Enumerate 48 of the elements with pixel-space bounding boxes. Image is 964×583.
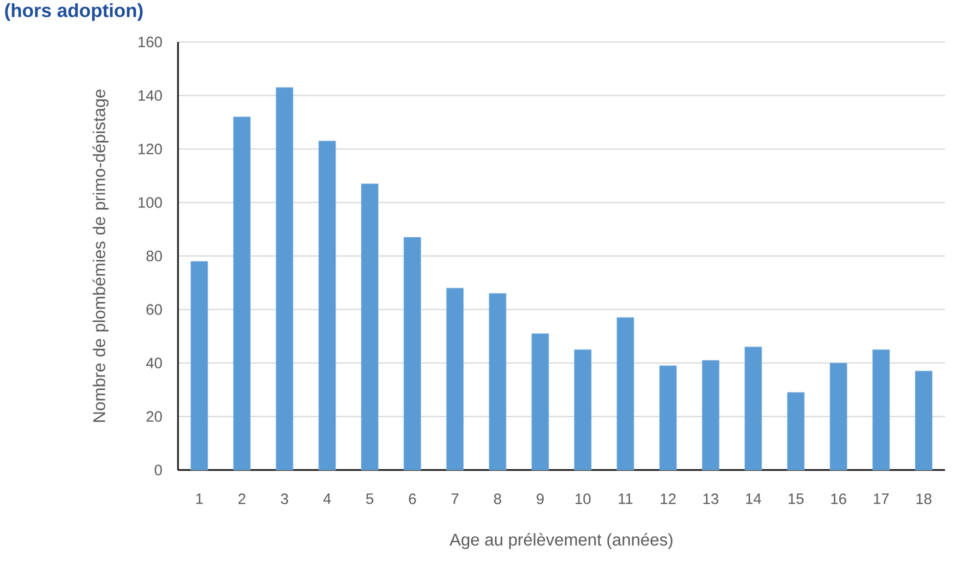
y-tick-label: 40 <box>146 358 162 368</box>
y-tick-label: 100 <box>138 197 162 208</box>
x-tick-label: 1 <box>196 494 203 504</box>
x-tick-label: 12 <box>660 494 676 504</box>
y-tick-label: 0 <box>154 464 162 476</box>
y-tick-label: 120 <box>138 144 162 154</box>
y-tick-label: 60 <box>146 304 162 315</box>
x-tick-label: 14 <box>746 494 762 504</box>
bar <box>318 140 336 470</box>
x-tick-label: 15 <box>788 494 804 504</box>
bar <box>787 392 805 470</box>
x-tick-label: 8 <box>494 494 502 504</box>
x-tick-label: 3 <box>280 494 288 504</box>
x-axis-title: Age au prélèvement (années) <box>450 533 672 550</box>
x-tick-label: 13 <box>703 494 718 504</box>
y-tick-label: 80 <box>146 250 162 262</box>
y-axis-title: Nombre de plombémies de primo-dépistage <box>92 90 109 422</box>
bar <box>702 360 720 470</box>
bar <box>404 237 422 470</box>
bar <box>872 349 890 470</box>
bar <box>616 317 634 470</box>
x-tick-label: 18 <box>916 494 932 504</box>
x-tick-label: 17 <box>874 494 889 504</box>
bar <box>488 293 506 470</box>
x-tick-label: 6 <box>408 494 416 504</box>
x-tick-label: 16 <box>831 494 846 504</box>
bar <box>914 370 932 470</box>
bar <box>744 346 762 470</box>
y-tick-label: 160 <box>138 36 162 48</box>
bar <box>276 87 294 470</box>
bar <box>830 362 848 470</box>
x-tick-label: 5 <box>366 494 374 504</box>
x-tick-label: 9 <box>536 494 544 504</box>
bar <box>574 349 592 470</box>
chart-title: (hors adoption) <box>5 3 143 21</box>
x-tick-label: 10 <box>576 494 591 504</box>
x-tick-label: 11 <box>618 494 632 504</box>
x-tick-label: 2 <box>238 494 246 504</box>
bar <box>190 261 208 470</box>
y-tick-label: 20 <box>146 411 162 422</box>
y-tick-label: 140 <box>138 90 162 101</box>
bar <box>446 288 464 470</box>
x-tick-label: 4 <box>323 494 331 504</box>
x-tick-label: 7 <box>452 494 458 504</box>
bar <box>659 365 677 470</box>
bar <box>233 116 251 470</box>
bar <box>361 184 378 470</box>
bar <box>532 333 549 470</box>
